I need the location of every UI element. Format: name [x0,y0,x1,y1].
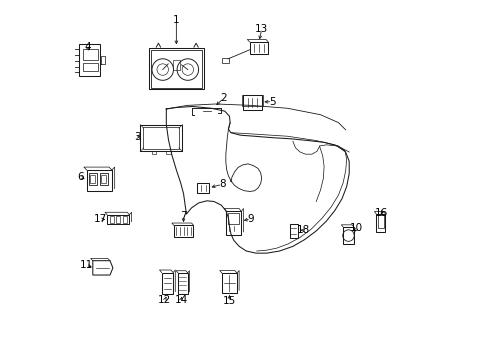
Text: 15: 15 [223,296,236,306]
Bar [222,273,237,293]
Bar [249,42,267,54]
Bar [178,273,187,294]
Bar [377,215,383,228]
Bar [101,175,106,183]
Bar [241,95,263,106]
Text: 10: 10 [349,224,363,233]
Text: 14: 14 [174,295,187,305]
Text: 3: 3 [134,132,141,142]
Bar [343,227,353,244]
Bar [122,216,126,223]
Text: 16: 16 [374,208,387,218]
Bar [221,58,228,63]
Bar [90,175,95,183]
Text: 13: 13 [255,24,268,35]
Text: 4: 4 [84,42,91,51]
Bar [289,224,298,238]
Bar [86,170,112,192]
Bar [227,213,239,225]
Bar [162,273,173,294]
Bar [173,225,193,237]
Text: 17: 17 [94,215,107,224]
Bar [107,215,129,224]
Text: 7: 7 [180,211,186,221]
Text: 8: 8 [219,179,225,189]
Text: 9: 9 [247,214,254,224]
Bar [173,60,179,70]
Bar [197,183,209,193]
Bar [82,63,98,71]
Text: 6: 6 [77,172,83,182]
Bar [150,50,202,87]
Bar [109,216,114,223]
Bar [148,48,203,89]
Bar [82,49,98,59]
Bar [226,211,241,235]
Bar [243,95,261,110]
Bar [375,214,385,232]
Text: 5: 5 [268,97,275,107]
Text: 12: 12 [158,295,171,305]
Text: 2: 2 [220,93,226,103]
Text: 1: 1 [173,15,179,26]
Bar [116,216,120,223]
Bar [79,44,100,76]
Bar [140,125,182,152]
Bar [89,173,97,185]
Bar [143,127,179,149]
Text: 11: 11 [79,260,92,270]
Bar [100,173,107,185]
Text: 18: 18 [296,225,310,235]
